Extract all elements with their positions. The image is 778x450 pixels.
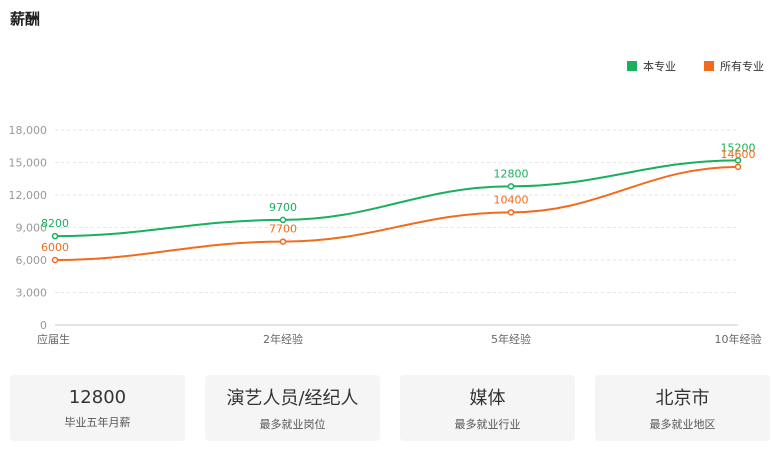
legend-label-major: 本专业 [643, 60, 676, 73]
card-industry: 媒体 最多就业行业 [400, 375, 575, 441]
card-salary-label: 毕业五年月薪 [64, 415, 131, 429]
data-label: 10400 [494, 193, 529, 206]
legend: 本专业 所有专业 [627, 58, 764, 74]
y-tick-label: 15,000 [9, 157, 48, 170]
data-point [734, 163, 742, 171]
data-label: 8200 [41, 217, 69, 230]
x-tick-label: 应届生 [37, 332, 70, 346]
chart-title: 薪酬 [10, 10, 41, 28]
legend-item-major[interactable]: 本专业 [627, 58, 676, 74]
card-salary-value: 12800 [68, 386, 127, 408]
legend-swatch-all [704, 61, 714, 71]
card-position-label: 最多就业岗位 [259, 418, 326, 431]
y-tick-label: 0 [40, 319, 47, 332]
legend-item-all[interactable]: 所有专业 [704, 58, 764, 74]
card-region-label: 最多就业地区 [649, 418, 716, 431]
card-industry-value: 媒体 [469, 388, 506, 409]
card-position-value: 演艺人员/经纪人 [226, 388, 359, 409]
salary-line-chart: 0 3,000 6,000 9,000 12,000 15,000 18,000 应届生 2年经… [9, 124, 762, 346]
summary-cards: 12800 毕业五年月薪 演艺人员/经纪人 最多就业岗位 媒体 最多就业行业 北… [10, 375, 770, 441]
data-point [51, 256, 59, 264]
y-tick-label: 12,000 [9, 189, 48, 202]
data-label: 9700 [269, 201, 297, 214]
card-region: 北京市 最多就业地区 [595, 375, 770, 441]
data-point [507, 209, 515, 216]
data-label: 14600 [721, 148, 756, 161]
data-point [279, 238, 287, 245]
card-region-value: 北京市 [655, 388, 710, 409]
series-line [54, 165, 739, 261]
x-tick-label: 5年经验 [491, 332, 531, 346]
card-salary: 12800 毕业五年月薪 [10, 375, 185, 441]
y-tick-label: 18,000 [9, 124, 48, 137]
data-label: 15200 [721, 141, 756, 154]
data-point [507, 183, 515, 190]
data-point [51, 232, 59, 240]
x-tick-label: 2年经验 [263, 332, 303, 346]
y-tick-label: 9,000 [16, 222, 48, 235]
card-industry-label: 最多就业行业 [454, 418, 521, 431]
data-label: 7700 [269, 223, 297, 236]
series-line [54, 159, 739, 238]
data-label: 6000 [41, 241, 69, 254]
data-point [734, 157, 742, 164]
data-label: 12800 [494, 167, 529, 180]
y-tick-label: 3,000 [16, 287, 48, 300]
data-point [279, 216, 287, 224]
y-tick-label: 6,000 [16, 254, 48, 267]
legend-label-all: 所有专业 [720, 60, 764, 73]
card-position: 演艺人员/经纪人 最多就业岗位 [205, 375, 380, 441]
legend-swatch-major [627, 61, 637, 71]
x-tick-label: 10年经验 [715, 332, 762, 346]
